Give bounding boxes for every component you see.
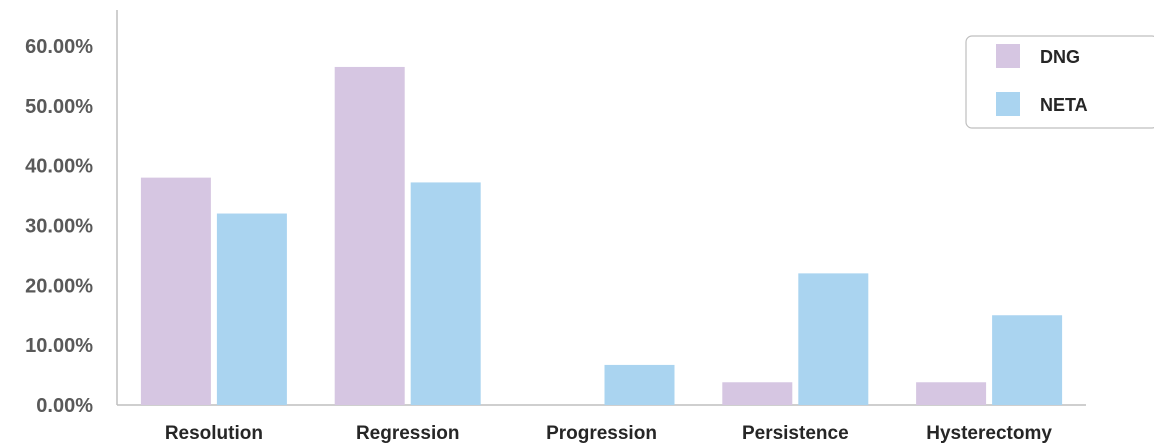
bar-dng-regression [334, 66, 405, 406]
bars [140, 66, 1063, 406]
y-tick-label: 30.00% [25, 216, 93, 238]
bar-neta-persistence [798, 273, 869, 405]
category-label: Progression [546, 423, 657, 444]
y-tick-label: 10.00% [25, 335, 93, 357]
bar-neta-resolution [216, 213, 287, 405]
y-tick-label: 50.00% [25, 96, 93, 118]
bar-neta-progression [604, 364, 675, 405]
y-tick-label: 40.00% [25, 156, 93, 178]
bar-dng-persistence [722, 382, 793, 405]
bar-neta-regression [410, 182, 481, 405]
legend-swatch-neta [996, 92, 1020, 116]
legend: DNG NETA [965, 35, 1154, 129]
bar-dng-hysterectomy [916, 382, 987, 405]
category-labels: Resolution Regression Progression Persisten… [165, 423, 1053, 444]
y-tick-label: 60.00% [25, 36, 93, 58]
bar-neta-hysterectomy [992, 315, 1063, 405]
bar-dng-resolution [140, 177, 211, 405]
category-label: Regression [356, 423, 459, 444]
legend-label-neta: NETA [1040, 95, 1088, 115]
legend-swatch-dng [996, 44, 1020, 68]
y-tick-label: 20.00% [25, 275, 93, 297]
y-tick-labels: 0.00% 10.00% 20.00% 30.00% 40.00% 50.00% 60.00… [25, 36, 93, 417]
category-label: Persistence [742, 423, 849, 444]
legend-label-dng: DNG [1040, 47, 1080, 67]
category-label: Hysterectomy [926, 423, 1052, 444]
category-label: Resolution [165, 423, 263, 444]
y-tick-label: 0.00% [36, 395, 93, 417]
